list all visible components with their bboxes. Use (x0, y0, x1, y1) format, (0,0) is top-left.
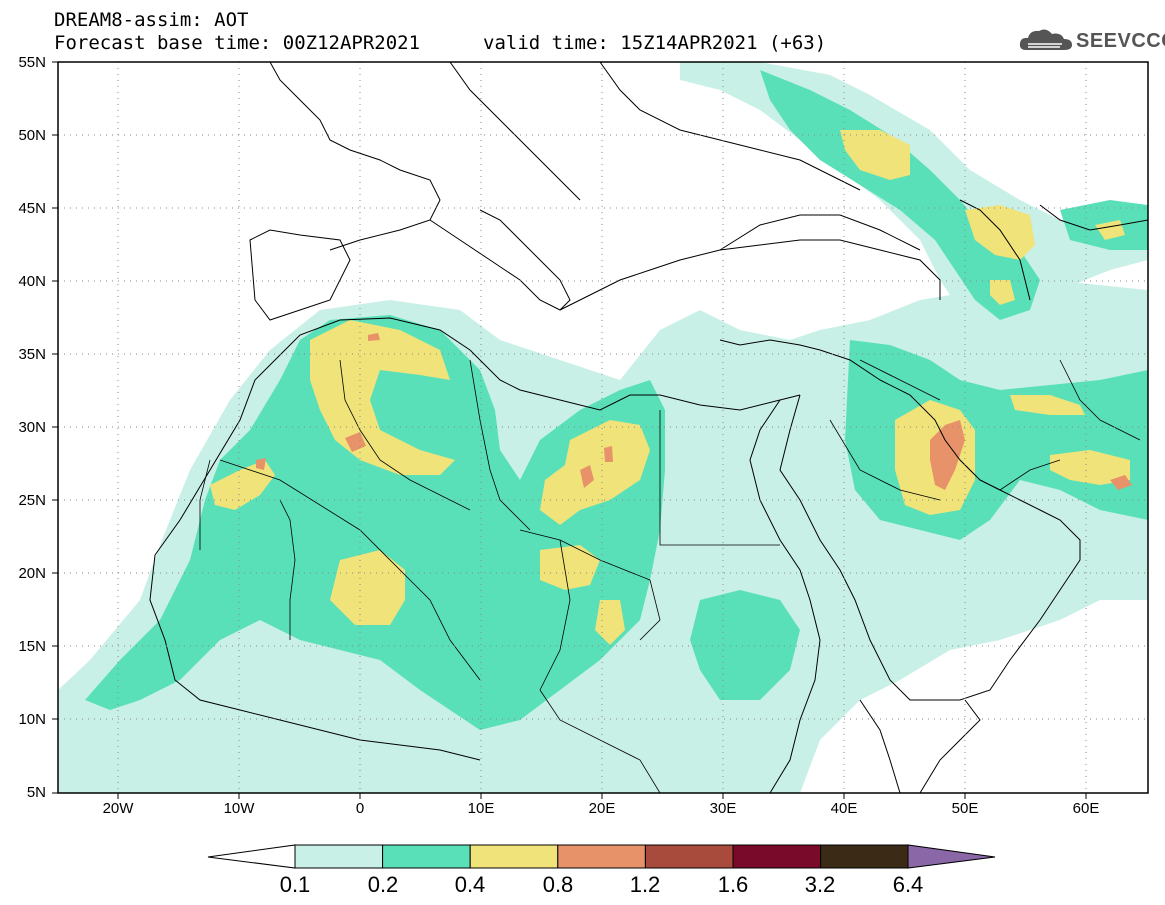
lat-label: 5N (26, 784, 46, 801)
aot-0.2-0.4-fill (85, 70, 1148, 730)
aot-0.8-1.2-fill (256, 333, 1132, 490)
forecast-base-time: Forecast base time: 00Z12APR2021 (54, 32, 421, 54)
colorbar (207, 844, 996, 869)
colorbar-over-arrow (907, 844, 996, 869)
lon-label: 60E (1072, 800, 1100, 817)
lat-label: 50N (18, 127, 46, 144)
colorbar-cell (644, 844, 734, 869)
colorbar-label: 1.6 (717, 872, 749, 897)
logo-text: SEEVCCC (1076, 30, 1165, 52)
colorbar-label: 0.1 (279, 872, 311, 897)
cloud-icon (1019, 29, 1072, 50)
coastlines (149, 62, 1148, 793)
lat-label: 40N (18, 273, 46, 290)
lat-label: 20N (18, 565, 46, 582)
lon-label: 30E (709, 800, 737, 817)
colorbar-cell (469, 844, 559, 869)
colorbar-label: 1.2 (629, 872, 661, 897)
colorbar-cell (820, 844, 909, 869)
lon-label: 20E (588, 800, 616, 817)
lon-label: 10W (223, 800, 255, 817)
aot-0.4-0.8-fill (210, 130, 1130, 645)
chart-title: DREAM8-assim: AOT (54, 9, 249, 31)
lat-label: 35N (18, 346, 46, 363)
colorbar-label: 0.2 (367, 872, 399, 897)
lat-label: 55N (18, 54, 46, 71)
lat-label: 45N (18, 200, 46, 217)
colorbar-cell (557, 844, 646, 869)
lat-label: 10N (18, 711, 46, 728)
lon-label: 50E (951, 800, 979, 817)
lon-label: 0 (355, 800, 365, 817)
colorbar-label: 6.4 (892, 872, 924, 897)
lat-label: 15N (18, 638, 46, 655)
lon-label: 10E (467, 800, 495, 817)
lon-label: 20W (102, 800, 134, 817)
colorbar-cell (294, 844, 384, 869)
lat-label: 25N (18, 492, 46, 509)
colorbar-label: 0.4 (454, 872, 486, 897)
colorbar-label: 3.2 (804, 872, 836, 897)
country-borders (199, 359, 1141, 793)
lon-label: 40E (830, 800, 858, 817)
colorbar-under-arrow (207, 844, 296, 869)
axis-ticks (52, 61, 1087, 799)
valid-time: valid time: 15Z14APR2021 (+63) (483, 32, 827, 54)
seevccc-logo: SEEVCCC (1018, 26, 1165, 56)
colorbar-cell (382, 844, 471, 869)
colorbar-label: 0.8 (542, 872, 574, 897)
colorbar-cell (732, 844, 822, 869)
lat-label: 30N (18, 419, 46, 436)
